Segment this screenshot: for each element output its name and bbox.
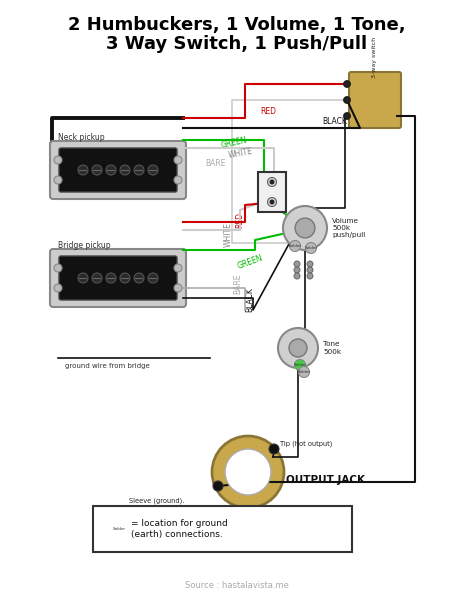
Text: Solder: Solder	[304, 246, 318, 250]
Text: 3 Way Switch, 1 Push/Pull: 3 Way Switch, 1 Push/Pull	[107, 35, 367, 53]
Text: Solder: Solder	[112, 527, 126, 531]
Text: BLACK: BLACK	[323, 117, 347, 126]
Text: GREEN: GREEN	[236, 253, 264, 271]
Text: Bridge pickup: Bridge pickup	[58, 241, 110, 250]
Circle shape	[307, 273, 313, 279]
FancyBboxPatch shape	[93, 506, 352, 552]
Circle shape	[106, 165, 116, 175]
Circle shape	[78, 165, 88, 175]
Circle shape	[174, 156, 182, 164]
Circle shape	[148, 273, 158, 283]
Text: GREEN: GREEN	[220, 136, 248, 150]
Text: RED: RED	[260, 107, 276, 116]
Circle shape	[294, 267, 300, 273]
Circle shape	[344, 80, 350, 87]
Circle shape	[54, 156, 62, 164]
Circle shape	[307, 261, 313, 267]
Circle shape	[225, 449, 271, 495]
Circle shape	[294, 273, 300, 279]
Circle shape	[290, 241, 301, 252]
Text: Tip (hot output): Tip (hot output)	[280, 441, 332, 447]
FancyBboxPatch shape	[59, 148, 177, 192]
FancyBboxPatch shape	[349, 72, 401, 128]
Text: = location for ground
(earth) connections.: = location for ground (earth) connection…	[131, 519, 228, 539]
Circle shape	[267, 177, 276, 186]
FancyBboxPatch shape	[50, 141, 186, 199]
FancyBboxPatch shape	[59, 256, 177, 300]
Text: Tone
500k: Tone 500k	[323, 341, 341, 355]
Text: Solder: Solder	[298, 370, 310, 374]
Circle shape	[306, 243, 317, 253]
Text: OUTPUT JACK: OUTPUT JACK	[286, 475, 365, 485]
Circle shape	[270, 200, 274, 204]
Text: WHITE: WHITE	[228, 146, 254, 159]
Text: 3-way switch: 3-way switch	[373, 37, 377, 78]
Circle shape	[174, 176, 182, 184]
Text: ground wire from bridge: ground wire from bridge	[65, 363, 150, 369]
Circle shape	[54, 176, 62, 184]
Text: WHITE: WHITE	[224, 223, 233, 247]
Text: Neck pickup: Neck pickup	[58, 133, 105, 142]
Circle shape	[299, 367, 310, 377]
Circle shape	[134, 273, 144, 283]
Text: BARE: BARE	[205, 159, 226, 168]
Circle shape	[344, 96, 350, 104]
Circle shape	[294, 359, 306, 371]
Text: Sleeve (ground).
This is the inner, circular
portion of the jack: Sleeve (ground). This is the inner, circ…	[129, 498, 212, 519]
Text: RED: RED	[236, 212, 245, 228]
Circle shape	[78, 273, 88, 283]
Circle shape	[134, 165, 144, 175]
FancyBboxPatch shape	[50, 249, 186, 307]
Text: Solder: Solder	[289, 244, 301, 248]
Text: 2 Humbuckers, 1 Volume, 1 Tone,: 2 Humbuckers, 1 Volume, 1 Tone,	[68, 16, 406, 34]
Circle shape	[54, 264, 62, 272]
Circle shape	[212, 436, 284, 508]
Circle shape	[283, 206, 327, 250]
Circle shape	[344, 113, 350, 119]
Circle shape	[111, 521, 127, 537]
Circle shape	[92, 273, 102, 283]
Text: Solder: Solder	[293, 363, 307, 367]
Circle shape	[267, 198, 276, 207]
Circle shape	[120, 165, 130, 175]
Circle shape	[270, 180, 274, 184]
Circle shape	[278, 328, 318, 368]
Circle shape	[289, 339, 307, 357]
Text: Volume
500k
push/pull: Volume 500k push/pull	[332, 218, 365, 238]
Circle shape	[294, 261, 300, 267]
Circle shape	[54, 284, 62, 292]
Circle shape	[120, 273, 130, 283]
Text: BLACK: BLACK	[246, 288, 255, 313]
Circle shape	[92, 165, 102, 175]
Text: BARE: BARE	[234, 274, 243, 294]
Circle shape	[213, 481, 223, 491]
Text: Source : hastalavista.me: Source : hastalavista.me	[185, 581, 289, 590]
Circle shape	[148, 165, 158, 175]
Circle shape	[174, 264, 182, 272]
Circle shape	[307, 267, 313, 273]
Circle shape	[295, 218, 315, 238]
Circle shape	[269, 444, 279, 454]
Circle shape	[106, 273, 116, 283]
FancyBboxPatch shape	[258, 172, 286, 212]
Circle shape	[174, 284, 182, 292]
